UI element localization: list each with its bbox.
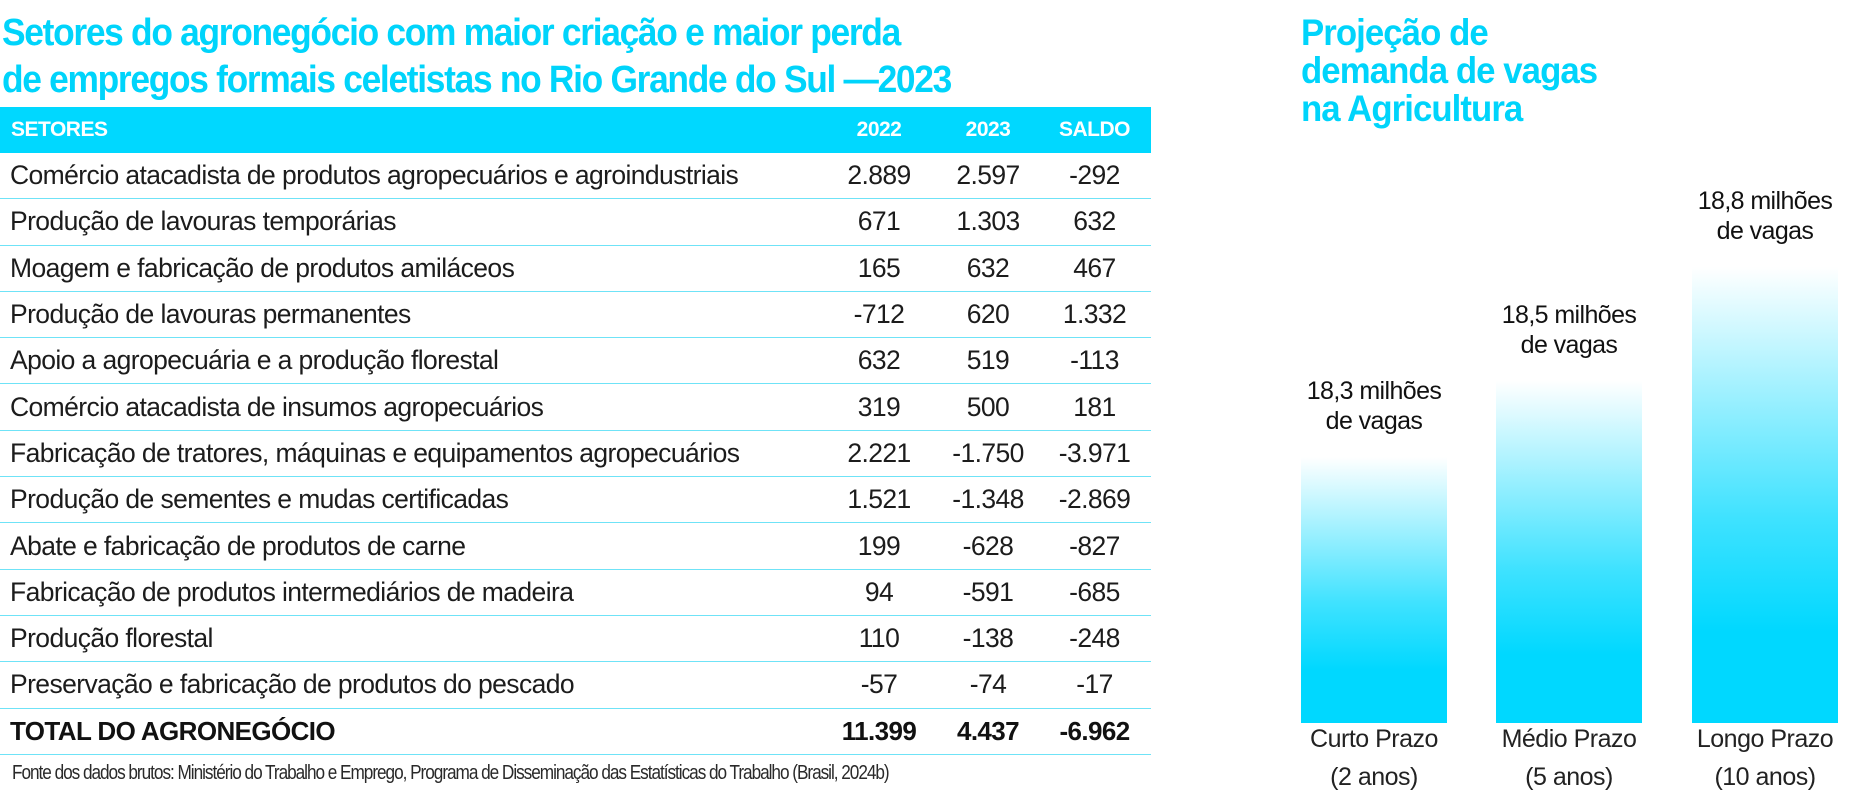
total-2023: 4.437	[938, 708, 1038, 755]
value-2022: 110	[820, 615, 938, 663]
table-row: Produção de lavouras temporárias 671 1.303…	[0, 198, 1151, 246]
table-title: Setores do agronegócio com maior criação…	[2, 10, 1072, 104]
value-2023: 519	[938, 337, 1038, 385]
value-saldo: 181	[1038, 383, 1151, 431]
table-title-line-2: de empregos formais celetistas no Rio Gr…	[2, 59, 952, 101]
bar-data-label: 18,3 milhões	[1307, 377, 1442, 405]
value-saldo: -248	[1038, 615, 1151, 663]
value-2022: 671	[820, 198, 938, 246]
bar-1	[1301, 457, 1447, 723]
table-row: Preservação e fabricação de produtos do …	[0, 661, 1151, 709]
total-2022: 11.399	[820, 708, 938, 755]
value-2022: -57	[820, 661, 938, 709]
sector-name: Apoio a agropecuária e a produção flores…	[0, 337, 820, 385]
table-row: Fabricação de produtos intermediários de…	[0, 569, 1151, 616]
category-label: Curto Prazo	[1310, 725, 1438, 753]
value-saldo: -17	[1038, 661, 1151, 709]
chart-title: Projeção de demanda de vagas na Agricult…	[1301, 12, 1598, 129]
sector-name: Preservação e fabricação de produtos do …	[0, 661, 820, 709]
sector-name: Fabricação de tratores, máquinas e equip…	[0, 430, 820, 478]
value-saldo: -827	[1038, 522, 1151, 570]
chart-title-line-1: Projeção de	[1301, 12, 1489, 53]
value-2022: 2.221	[820, 430, 938, 478]
bar-3	[1692, 267, 1838, 723]
sector-name: Produção florestal	[0, 615, 820, 663]
bar-data-label: de vagas	[1717, 217, 1814, 245]
bar-data-label: 18,5 milhões	[1502, 301, 1637, 329]
value-2023: -591	[938, 569, 1038, 616]
value-2022: 319	[820, 383, 938, 431]
sector-name: Moagem e fabricação de produtos amiláceo…	[0, 245, 820, 292]
value-2022: 94	[820, 569, 938, 616]
table-title-line-1: Setores do agronegócio com maior criação…	[2, 12, 901, 54]
sector-name: Comércio atacadista de insumos agropecuá…	[0, 383, 820, 431]
table-row: Comércio atacadista de produtos agropecu…	[0, 153, 1151, 200]
category-label: (2 anos)	[1330, 763, 1418, 791]
value-saldo: -2.869	[1038, 476, 1151, 524]
table-row: Apoio a agropecuária e a produção flores…	[0, 337, 1151, 385]
value-2023: 2.597	[938, 153, 1038, 200]
value-2023: 632	[938, 245, 1038, 292]
chart-title-line-2: demanda de vagas	[1301, 50, 1598, 91]
table-row: Comércio atacadista de insumos agropecuá…	[0, 383, 1151, 431]
value-2022: 199	[820, 522, 938, 570]
bar-data-label: de vagas	[1521, 331, 1618, 359]
table-row: Produção de sementes e mudas certificada…	[0, 476, 1151, 524]
table-row: Produção florestal 110 -138 -248	[0, 615, 1151, 663]
value-2023: -74	[938, 661, 1038, 709]
sector-name: Fabricação de produtos intermediários de…	[0, 569, 820, 616]
value-2023: 500	[938, 383, 1038, 431]
category-label: Médio Prazo	[1502, 725, 1637, 753]
value-2022: 632	[820, 337, 938, 385]
employment-table: SETORES 2022 2023 SALDO Comércio atacadi…	[0, 107, 1151, 755]
sector-name: Abate e fabricação de produtos de carne	[0, 522, 820, 570]
value-2023: 620	[938, 291, 1038, 339]
value-saldo: 1.332	[1038, 291, 1151, 339]
source-note: Fonte dos dados brutos: Ministério do Tr…	[12, 762, 890, 784]
value-2022: 1.521	[820, 476, 938, 524]
value-2022: -712	[820, 291, 938, 339]
value-2023: -628	[938, 522, 1038, 570]
value-saldo: -113	[1038, 337, 1151, 385]
table-header-row: SETORES 2022 2023 SALDO	[0, 107, 1151, 153]
value-2023: -138	[938, 615, 1038, 663]
sector-name: Produção de lavouras permanentes	[0, 291, 820, 339]
column-header-2022: 2022	[820, 107, 938, 153]
category-label: (5 anos)	[1525, 763, 1613, 791]
bar-data-label: 18,8 milhões	[1698, 187, 1833, 215]
value-2022: 2.889	[820, 153, 938, 200]
value-saldo: 632	[1038, 198, 1151, 246]
column-header-2023: 2023	[938, 107, 1038, 153]
value-2022: 165	[820, 245, 938, 292]
value-saldo: -292	[1038, 153, 1151, 200]
value-2023: -1.348	[938, 476, 1038, 524]
table-row: Produção de lavouras permanentes -712 620 1…	[0, 291, 1151, 339]
sector-name: Comércio atacadista de produtos agropecu…	[0, 153, 820, 200]
sector-name: Produção de sementes e mudas certificada…	[0, 476, 820, 524]
value-saldo: -3.971	[1038, 430, 1151, 478]
table-row: Moagem e fabricação de produtos amiláceo…	[0, 245, 1151, 292]
total-row: TOTAL DO AGRONEGÓCIO 11.399 4.437 -6.962	[0, 708, 1151, 755]
total-saldo: -6.962	[1038, 708, 1151, 755]
value-saldo: 467	[1038, 245, 1151, 292]
table-row: Abate e fabricação de produtos de carne 1…	[0, 522, 1151, 570]
bar-2	[1496, 381, 1642, 723]
value-saldo: -685	[1038, 569, 1151, 616]
total-label: TOTAL DO AGRONEGÓCIO	[0, 708, 820, 755]
value-2023: 1.303	[938, 198, 1038, 246]
column-header-saldo: SALDO	[1038, 107, 1151, 153]
column-header-setores: SETORES	[0, 107, 820, 153]
value-2023: -1.750	[938, 430, 1038, 478]
table-row: Fabricação de tratores, máquinas e equip…	[0, 430, 1151, 478]
bar-data-label: de vagas	[1326, 407, 1423, 435]
category-label: Longo Prazo	[1697, 725, 1833, 753]
category-label: (10 anos)	[1714, 763, 1815, 791]
chart-title-line-3: na Agricultura	[1301, 88, 1523, 129]
sector-name: Produção de lavouras temporárias	[0, 198, 820, 246]
